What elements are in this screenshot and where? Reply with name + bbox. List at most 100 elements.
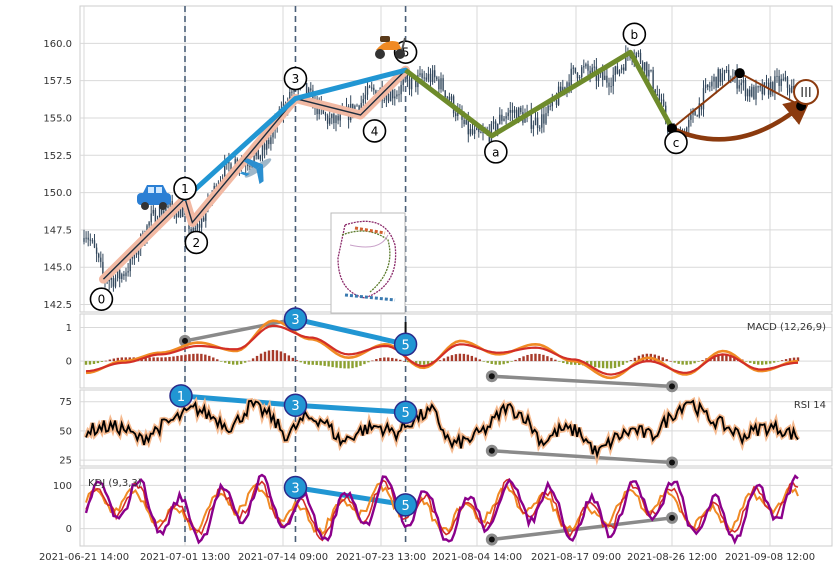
wave-mark-circle [283,393,308,417]
macd-histogram-bar [673,361,676,363]
y-tick-label: 150.0 [43,188,72,199]
rsi-wave-mark-5: 5 [393,400,418,424]
wave-label-III: III [793,79,819,105]
macd-histogram-bar [454,354,458,362]
candle-body [746,89,749,97]
macd-wave-trendline [294,316,407,347]
candle-body [772,82,774,93]
y-tick-label: 155.0 [43,113,72,124]
candle-body [373,87,375,91]
macd-histogram-bar [88,361,92,365]
candle-body [555,100,558,105]
candle-body [702,88,705,110]
macd-histogram-bar [188,354,191,362]
macd-histogram-bar [749,361,752,363]
wave-label-circle [484,140,508,164]
candle-body [480,132,482,134]
candle-body [429,73,432,82]
candle-body [549,105,551,107]
kdj-divergence [491,516,673,542]
candle-body [110,277,112,281]
candle-body [658,94,661,101]
macd-histogram-bar [597,361,601,368]
macd-histogram-bar [729,354,732,362]
candle-body [778,75,780,86]
candle-body [253,155,255,166]
wave-mark-text: 3 [291,399,299,414]
candle-body [610,86,612,88]
candle-body [448,96,451,101]
candle-body [765,82,768,84]
candle-body [268,139,270,145]
candle-body [205,210,207,221]
candle-body [696,115,698,117]
panel-kdj [79,467,833,547]
candle-body [419,73,421,76]
candle-body [398,94,400,96]
macd-histogram-bar [721,353,724,362]
candle-body [163,210,165,214]
candle-body [161,206,163,214]
candle-body [505,116,507,119]
macd-histogram-bar [379,357,382,362]
macd-histogram-bar [574,361,577,365]
x-tick-label: 2021-08-26 12:00 [627,552,717,563]
x-tick-label: 2021-09-08 12:00 [725,552,815,563]
candle-body [125,272,127,277]
macd-histogram-bar [92,361,96,364]
macd-histogram-bar [498,361,501,365]
candle-body [383,99,385,101]
candle-body [530,111,532,129]
macd-histogram-bar [395,358,398,362]
macd-histogram-bar [271,349,275,362]
macd-histogram-bar [601,361,605,369]
candle-body [89,239,91,241]
macd-histogram-bar [701,360,704,362]
macd-histogram-bar [593,361,597,368]
macd-histogram-bar [172,356,175,362]
candle-body [576,72,579,79]
candle-body [612,74,614,87]
macd-histogram-bar [414,361,418,365]
candle-body [192,227,194,234]
candle-body [100,257,102,262]
correction-wave [404,49,675,139]
candle-body [759,86,761,88]
macd-histogram-bar [168,356,171,362]
candle-body [568,82,570,87]
macd-histogram-bar [605,361,609,369]
macd-histogram-bar [335,361,338,368]
macd-histogram-bar [212,357,215,362]
macd-histogram-bar [371,360,374,362]
candle-body [614,66,616,75]
macd-histogram-bar [780,360,784,362]
candle-body [648,69,650,77]
macd-histogram-bar [466,354,470,362]
candle-body [593,66,595,68]
candle-body [585,64,587,67]
macd-histogram-bar [486,361,489,363]
candle-body [566,82,568,90]
candle-body [698,103,700,117]
candle-body [291,91,293,93]
candle-body [539,127,541,129]
kdj-k-line [84,473,799,545]
candle-body [329,118,331,124]
rsi-line [85,399,799,460]
macd-histogram-bar [403,360,406,362]
candle-body [308,88,310,95]
wave-label-circle [89,287,114,311]
candle-body [371,87,373,89]
macd-histogram-bar [526,354,529,362]
macd-histogram-bar [331,361,334,368]
candle-body [583,66,585,68]
candle-body [102,261,104,275]
macd-histogram-bar [291,357,295,362]
candle-body [167,205,169,209]
candle-body [95,247,98,254]
macd-histogram-bar [510,361,513,362]
y-tick-label: 100 [53,481,72,492]
candle-body [387,93,390,102]
wave-label-c: c [664,130,688,155]
candle-body [503,118,505,121]
